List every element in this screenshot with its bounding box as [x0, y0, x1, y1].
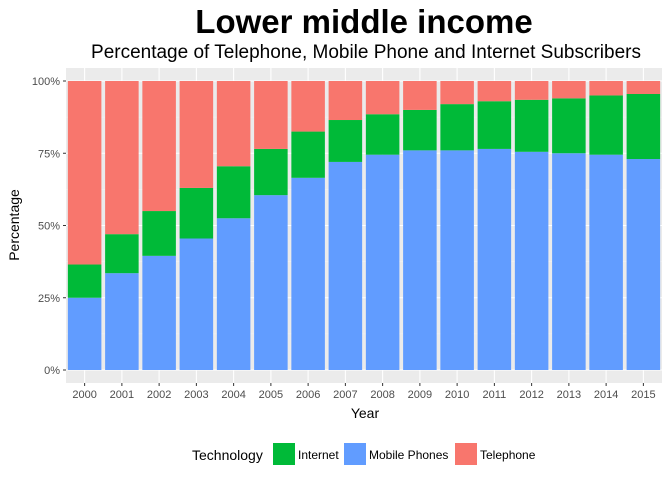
- bar-internet-2013: [552, 98, 586, 154]
- bar-mobile-phones-2000: [67, 297, 102, 370]
- x-tick-label: 2008: [370, 389, 394, 401]
- bar-internet-2014: [589, 95, 623, 155]
- y-axis: 0% 25% 50% 75% 100%: [32, 76, 66, 377]
- bar-telephone-2011: [477, 81, 512, 102]
- bar-telephone-2006: [291, 81, 325, 132]
- bar-mobile-phones-2005: [254, 195, 288, 370]
- bar-internet-2004: [216, 166, 251, 219]
- legend-swatch-telephone: [455, 443, 477, 465]
- bar-internet-2000: [67, 264, 102, 298]
- bar-telephone-2012: [514, 81, 549, 100]
- bar-telephone-2001: [105, 81, 139, 235]
- x-tick-label: 2004: [221, 389, 245, 401]
- bar-telephone-2002: [142, 81, 176, 212]
- legend-label-internet: Internet: [298, 448, 339, 462]
- x-tick-label: 2006: [296, 389, 320, 401]
- bar-telephone-2015: [626, 81, 661, 95]
- bar-mobile-phones-2003: [179, 238, 214, 370]
- bar-mobile-phones-2004: [216, 218, 251, 370]
- bar-internet-2012: [514, 99, 549, 152]
- x-tick-label: 2000: [72, 389, 96, 401]
- chart-title: Lower middle income: [195, 3, 532, 40]
- bars-group: [67, 81, 661, 370]
- legend-swatch-mobile-phones: [344, 443, 366, 465]
- x-tick-label: 2005: [259, 389, 283, 401]
- bar-mobile-phones-2011: [477, 148, 512, 370]
- bar-mobile-phones-2015: [626, 159, 661, 370]
- bar-internet-2010: [440, 104, 474, 151]
- bar-mobile-phones-2007: [328, 161, 363, 370]
- bar-internet-2015: [626, 94, 661, 160]
- x-tick-label: 2003: [184, 389, 208, 401]
- bar-mobile-phones-2012: [514, 151, 549, 370]
- bar-telephone-2013: [552, 81, 586, 99]
- x-tick-label: 2014: [594, 389, 618, 401]
- y-tick-label: 25%: [38, 293, 60, 305]
- bar-mobile-phones-2001: [105, 273, 139, 370]
- legend-title: Technology: [192, 447, 263, 463]
- x-tick-label: 2009: [408, 389, 432, 401]
- bar-mobile-phones-2008: [365, 154, 400, 370]
- bar-telephone-2009: [403, 81, 437, 110]
- bar-telephone-2014: [589, 81, 623, 96]
- bar-internet-2007: [328, 120, 363, 162]
- bar-mobile-phones-2013: [552, 153, 586, 370]
- bar-internet-2005: [254, 148, 288, 196]
- x-tick-label: 2015: [631, 389, 655, 401]
- bar-internet-2006: [291, 131, 325, 178]
- bar-internet-2011: [477, 101, 512, 149]
- x-tick-label: 2007: [333, 389, 357, 401]
- bar-telephone-2004: [216, 81, 251, 167]
- x-tick-label: 2011: [483, 389, 507, 401]
- bar-mobile-phones-2014: [589, 154, 623, 370]
- y-tick-label: 0%: [44, 365, 60, 377]
- x-tick-label: 2002: [147, 389, 171, 401]
- chart-subtitle: Percentage of Telephone, Mobile Phone an…: [91, 42, 641, 63]
- y-axis-title: Percentage: [6, 189, 22, 261]
- legend-label-mobile-phones: Mobile Phones: [369, 448, 448, 462]
- bar-mobile-phones-2002: [142, 255, 176, 370]
- bar-telephone-2007: [328, 81, 363, 121]
- bar-mobile-phones-2010: [440, 150, 474, 370]
- y-tick-label: 75%: [38, 148, 60, 160]
- bar-internet-2003: [179, 187, 214, 239]
- bar-mobile-phones-2006: [291, 177, 325, 370]
- y-tick-label: 100%: [32, 76, 60, 88]
- bar-internet-2009: [403, 109, 437, 151]
- bar-telephone-2008: [365, 81, 400, 115]
- x-tick-label: 2010: [445, 389, 469, 401]
- bar-internet-2002: [142, 211, 176, 256]
- bar-telephone-2005: [254, 81, 288, 149]
- bar-mobile-phones-2009: [403, 150, 437, 370]
- x-tick-label: 2001: [110, 389, 134, 401]
- bar-internet-2001: [105, 234, 139, 274]
- x-tick-label: 2012: [519, 389, 543, 401]
- x-axis-title: Year: [351, 405, 380, 421]
- x-tick-label: 2013: [557, 389, 581, 401]
- x-axis: 2000 2001 2002 2003 2004 2005 2006 2007 2008 2009…: [72, 383, 656, 401]
- legend-label-telephone: Telephone: [480, 448, 536, 462]
- bar-internet-2008: [365, 114, 400, 155]
- y-tick-label: 50%: [38, 221, 60, 233]
- legend: Technology Internet Mobile Phones Telephon…: [192, 443, 536, 465]
- legend-swatch-internet: [273, 443, 295, 465]
- bar-telephone-2003: [179, 81, 214, 188]
- bar-telephone-2010: [440, 81, 474, 105]
- bar-telephone-2000: [67, 81, 102, 265]
